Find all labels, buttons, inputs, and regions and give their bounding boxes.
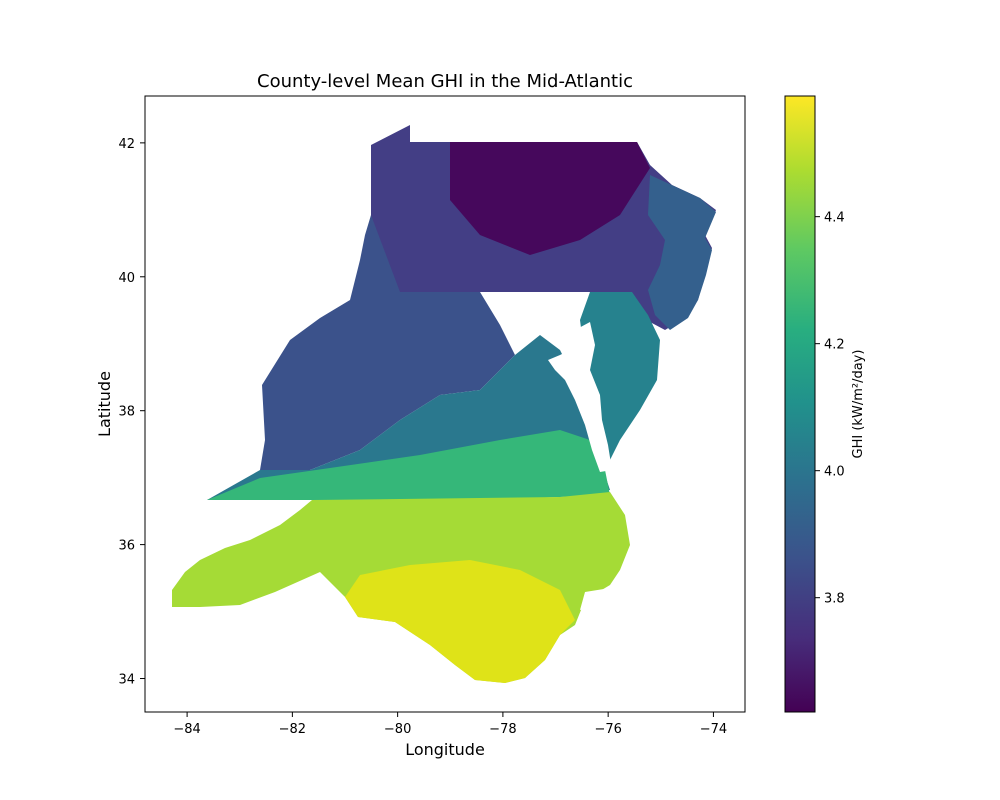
region-north-carolina-south — [345, 560, 575, 683]
region-pennsylvania-north — [450, 142, 650, 255]
x-tick-label: −80 — [384, 722, 411, 737]
y-tick-label: 38 — [118, 405, 135, 420]
y-axis-label: Latitude — [95, 371, 114, 437]
colorbar — [784, 95, 816, 713]
colorbar-tick-label: 4.4 — [824, 211, 845, 226]
x-tick-label: −84 — [173, 722, 200, 737]
colorbar-tick-label: 4.2 — [824, 338, 845, 353]
chart-title: County-level Mean GHI in the Mid-Atlanti… — [257, 71, 633, 92]
x-tick-label: −76 — [594, 722, 621, 737]
region-west-virginia — [260, 215, 515, 470]
x-axis-label: Longitude — [405, 740, 485, 759]
colorbar-tick-label: 4.0 — [824, 465, 845, 480]
y-tick-label: 40 — [118, 271, 135, 286]
y-tick-label: 36 — [118, 539, 135, 554]
x-tick-label: −78 — [489, 722, 516, 737]
y-axis-ticks: 34 36 38 40 42 — [118, 137, 145, 688]
colorbar-tick-label: 3.8 — [824, 592, 845, 607]
map-regions — [172, 125, 716, 683]
y-tick-label: 34 — [118, 673, 135, 688]
pamlico-sound — [580, 572, 628, 610]
colorbar-label: GHI (kW/m²/day) — [851, 350, 866, 459]
x-tick-label: −74 — [700, 722, 727, 737]
region-new-jersey — [648, 175, 716, 330]
x-tick-label: −82 — [279, 722, 306, 737]
x-axis-ticks: −84 −82 −80 −78 −76 −74 — [173, 712, 727, 737]
y-tick-label: 42 — [118, 137, 135, 152]
region-virginia-south — [207, 430, 610, 500]
colorbar-ticks: 3.8 4.0 4.2 4.4 — [815, 211, 845, 607]
chesapeake-bay — [548, 322, 612, 472]
